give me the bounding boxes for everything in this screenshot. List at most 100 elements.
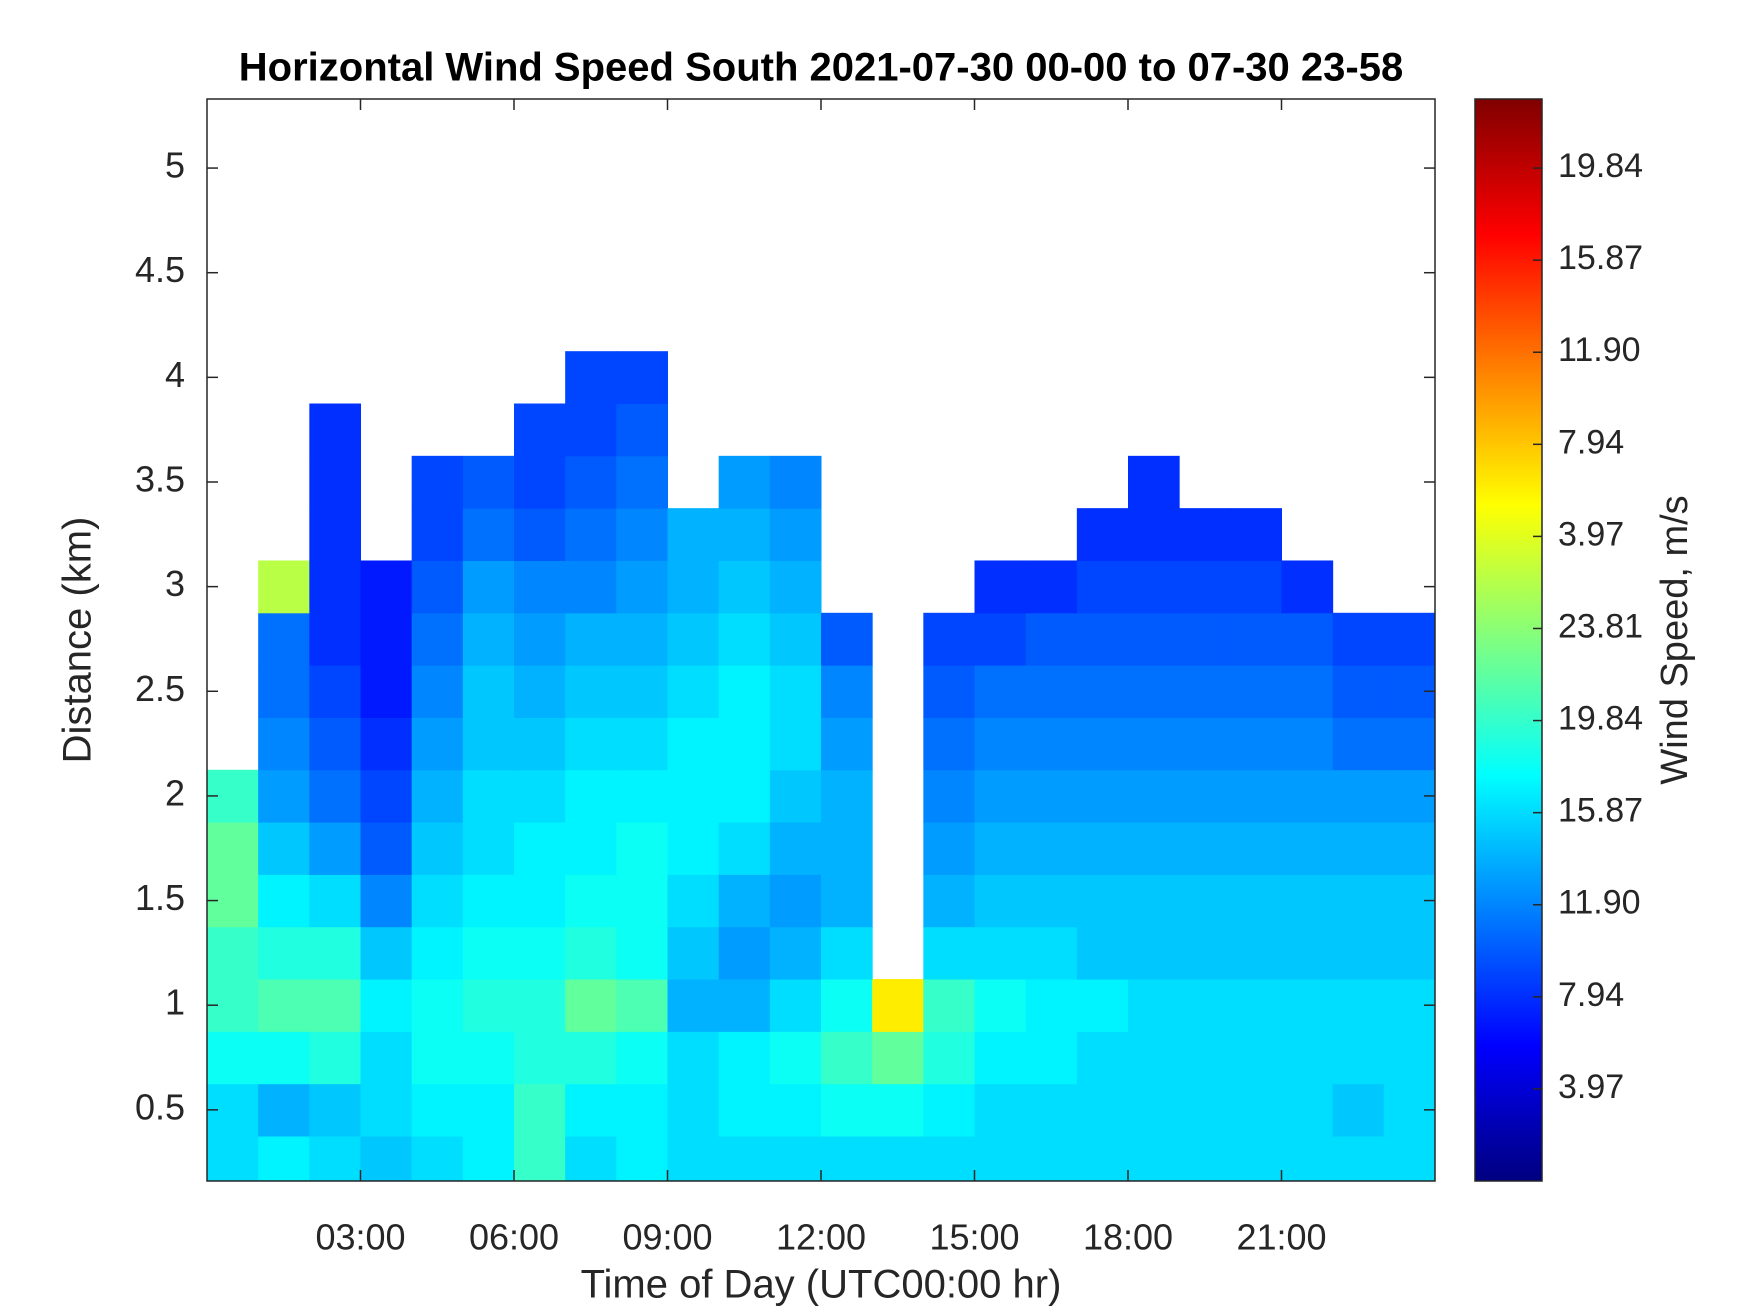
heat-cell	[1128, 508, 1180, 561]
heat-cell	[667, 979, 720, 1032]
heat-cell	[1076, 769, 1129, 823]
heat-cell	[309, 1031, 361, 1085]
heat-cell	[462, 1031, 515, 1085]
heat-cell	[411, 665, 464, 718]
heat-cell	[309, 560, 361, 614]
heat-cell	[1128, 665, 1180, 718]
heat-cell	[309, 508, 361, 561]
heat-cell	[667, 717, 720, 771]
heat-cell	[514, 1083, 566, 1137]
y-tick-label: 3	[165, 563, 185, 604]
heat-cell	[1025, 717, 1078, 771]
colorbar	[1474, 98, 1543, 1182]
heat-cell	[974, 1083, 1027, 1137]
heat-cell	[565, 351, 617, 405]
heat-cell	[1332, 1083, 1385, 1137]
heat-cell	[309, 403, 361, 457]
heat-cell	[258, 874, 310, 928]
heat-cell	[360, 979, 413, 1032]
heat-cell	[207, 1031, 259, 1085]
heat-cell	[769, 769, 822, 823]
heat-cell	[1230, 560, 1282, 614]
x-tick-label: 09:00	[622, 1217, 712, 1258]
heat-cell	[1128, 979, 1180, 1032]
heat-cell	[1076, 1031, 1129, 1085]
y-tick-label: 5	[165, 145, 185, 186]
heat-cell	[1179, 665, 1231, 718]
heat-cell	[514, 612, 566, 666]
heat-cell	[821, 979, 873, 1032]
heat-cell	[565, 1083, 617, 1137]
heat-cell	[616, 665, 668, 718]
x-tick-label: 21:00	[1236, 1217, 1326, 1258]
heat-cell	[718, 665, 771, 718]
heat-cell	[667, 926, 720, 980]
heat-cell	[462, 455, 515, 509]
heat-cell	[1025, 979, 1078, 1032]
heat-cell	[769, 1083, 822, 1137]
heat-cell	[769, 822, 822, 875]
heat-cell	[718, 822, 771, 875]
heat-cell	[1179, 717, 1231, 771]
heat-cell	[411, 1083, 464, 1137]
heat-cell	[1179, 926, 1231, 980]
heat-cell	[974, 822, 1027, 875]
heat-cell	[769, 926, 822, 980]
heat-cell	[258, 1083, 310, 1137]
heat-cell	[1281, 665, 1334, 718]
heat-cell	[1025, 822, 1078, 875]
heat-cell	[1281, 1083, 1334, 1137]
heat-cell	[565, 1031, 617, 1085]
heat-cell	[1332, 769, 1385, 823]
heat-cell	[1383, 926, 1435, 980]
heat-cell	[1025, 874, 1078, 928]
heat-cell	[411, 979, 464, 1032]
heat-cell	[718, 1083, 771, 1137]
heat-cell	[1076, 979, 1129, 1032]
heat-cell	[718, 560, 771, 614]
heat-cell	[974, 769, 1027, 823]
colorbar-label: Wind Speed, m/s	[1654, 495, 1696, 784]
heat-cell	[769, 508, 822, 561]
y-tick-label: 3.5	[135, 459, 185, 500]
heat-cell	[565, 926, 617, 980]
heat-cell	[718, 874, 771, 928]
heat-cell	[616, 455, 668, 509]
heat-cell	[718, 612, 771, 666]
heat-cell	[1332, 926, 1385, 980]
heat-cell	[616, 351, 668, 405]
heat-cell	[258, 822, 310, 875]
heat-cell	[974, 979, 1027, 1032]
heat-cell	[821, 612, 873, 666]
heat-cell	[565, 665, 617, 718]
heat-cell	[565, 403, 617, 457]
heat-cell	[1332, 612, 1385, 666]
heat-cell	[1179, 560, 1231, 614]
heat-cell	[514, 874, 566, 928]
heat-cell	[667, 560, 720, 614]
heat-cell	[360, 560, 413, 614]
cells	[207, 351, 1435, 1181]
heat-cell	[514, 822, 566, 875]
heat-cell	[616, 979, 668, 1032]
heat-cell	[1230, 926, 1282, 980]
heat-cell	[411, 717, 464, 771]
chart-title: Horizontal Wind Speed South 2021-07-30 0…	[239, 46, 1403, 90]
heat-cell	[1076, 508, 1129, 561]
heat-cell	[207, 926, 259, 980]
heat-cell	[258, 717, 310, 771]
heat-cell	[411, 769, 464, 823]
heat-cell	[565, 1136, 617, 1181]
heat-cell	[1076, 717, 1129, 771]
heat-cell	[1281, 612, 1334, 666]
heat-cell	[616, 560, 668, 614]
heat-cell	[1332, 1136, 1385, 1181]
heat-cell	[974, 926, 1027, 980]
heat-cell	[360, 665, 413, 718]
heat-cell	[462, 717, 515, 771]
heat-cell	[923, 1136, 975, 1181]
heat-cell	[309, 822, 361, 875]
heat-cell	[411, 612, 464, 666]
heat-cell	[309, 1083, 361, 1137]
